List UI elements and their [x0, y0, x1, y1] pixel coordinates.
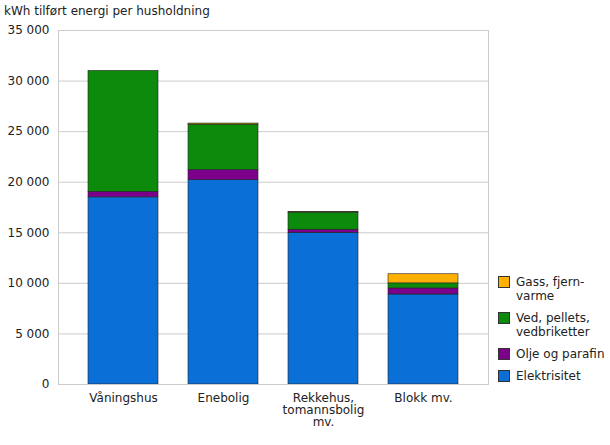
svg-text:20 000: 20 000 [8, 175, 50, 189]
svg-text:0: 0 [42, 377, 50, 391]
svg-text:5 000: 5 000 [15, 327, 49, 341]
html-text:Gass, fjern-varme: Gass, fjern-varme [516, 275, 585, 303]
svg-text:Rekkehus,tomannsboligmv.: Rekkehus,tomannsboligmv. [283, 391, 365, 429]
svg-text:35 000: 35 000 [8, 23, 50, 37]
svg-text:Enebolig: Enebolig [198, 391, 250, 405]
svg-text:Våningshus: Våningshus [89, 391, 158, 405]
svg-text:15 000: 15 000 [8, 226, 50, 240]
html-text:Olje og parafin: Olje og parafin [516, 347, 605, 361]
html-text:Elektrisitet: Elektrisitet [516, 369, 581, 383]
svg-text:10 000: 10 000 [8, 276, 50, 290]
html-text:Ved, pellets, vedbriketter: Ved, pellets, vedbriketter [516, 311, 590, 339]
html-text:kWh tilført energi per hushold: kWh tilført energi per husholdning [4, 4, 210, 18]
svg-text:30 000: 30 000 [8, 74, 50, 88]
svg-text:25 000: 25 000 [8, 124, 50, 138]
svg-text:Blokk mv.: Blokk mv. [394, 391, 452, 405]
